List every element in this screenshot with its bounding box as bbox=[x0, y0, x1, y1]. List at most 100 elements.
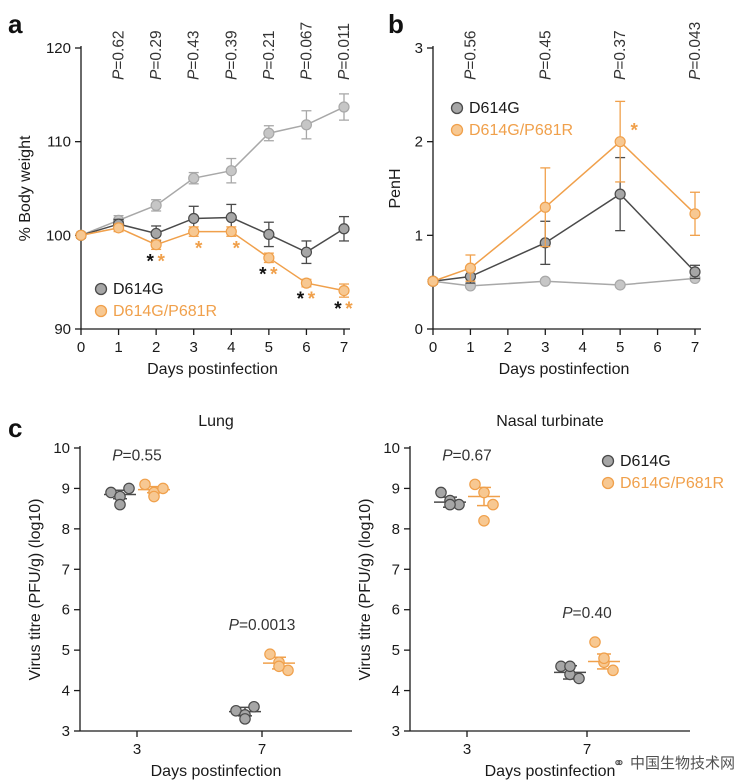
data-point bbox=[150, 239, 162, 251]
significance-star: * bbox=[345, 299, 353, 320]
panel-letter: c bbox=[8, 413, 22, 443]
x-tick-label: 3 bbox=[190, 339, 198, 356]
significance-star: * bbox=[334, 299, 342, 320]
x-tick-label: 4 bbox=[579, 339, 587, 356]
y-tick-label: 1 bbox=[415, 227, 423, 244]
series-d614g bbox=[434, 486, 586, 685]
panel-c-lung-chart: 3 4 5 6 7 8 9 10 3 7 Days postinfection Virus titre… bbox=[27, 413, 352, 780]
data-point bbox=[435, 486, 447, 499]
y-tick-label: 100 bbox=[46, 227, 71, 244]
y-tick-label: 2 bbox=[415, 134, 423, 151]
legend-marker bbox=[94, 282, 108, 296]
y-tick-label: 9 bbox=[392, 480, 400, 497]
x-tick-label: 7 bbox=[691, 339, 699, 356]
data-point bbox=[564, 660, 576, 673]
data-point bbox=[614, 279, 626, 291]
legend-label: D614G bbox=[620, 453, 671, 470]
data-point bbox=[248, 700, 260, 713]
data-point bbox=[263, 252, 275, 264]
y-tick-label: 3 bbox=[415, 40, 423, 57]
series-d614g-p681r bbox=[468, 478, 620, 677]
y-tick-label: 0 bbox=[415, 321, 423, 338]
x-tick-label: 7 bbox=[258, 741, 266, 758]
series-line bbox=[80, 227, 345, 292]
x-axis-title: Days postinfection bbox=[151, 763, 282, 780]
series-d614g-p681r bbox=[138, 478, 295, 677]
series-d614g-p681r bbox=[427, 100, 701, 287]
significance-star: * bbox=[270, 264, 278, 285]
data-point bbox=[150, 227, 162, 240]
significance-star: * bbox=[630, 121, 638, 142]
data-point bbox=[614, 136, 626, 148]
p-value-label: P=0.62 bbox=[111, 30, 128, 80]
data-point bbox=[539, 201, 551, 213]
x-tick-label: 6 bbox=[302, 339, 310, 356]
data-point bbox=[112, 222, 125, 234]
wechat-icon: ⚭ bbox=[612, 754, 626, 772]
x-axis-title: Days postinfection bbox=[485, 763, 616, 780]
data-point bbox=[263, 127, 275, 139]
p-value-label: P=0.0013 bbox=[229, 617, 296, 634]
data-point bbox=[263, 228, 275, 240]
data-point bbox=[148, 490, 160, 503]
y-axis-title: Virus titre (PFU/g) (log10) bbox=[27, 499, 44, 681]
data-point bbox=[338, 223, 350, 235]
x-tick-label: 3 bbox=[463, 741, 471, 758]
data-point bbox=[300, 246, 313, 258]
series-mock bbox=[75, 93, 350, 241]
p-value-label: P=0.37 bbox=[612, 30, 629, 80]
p-value-label: P=0.21 bbox=[261, 30, 278, 80]
series-line bbox=[80, 216, 345, 254]
y-axis-title: Virus titre (PFU/g) (log10) bbox=[357, 499, 374, 681]
legend-marker bbox=[94, 304, 108, 318]
y-tick-label: 5 bbox=[62, 642, 70, 659]
data-point bbox=[300, 277, 313, 289]
y-tick-label: 6 bbox=[392, 602, 400, 619]
data-point bbox=[188, 225, 200, 238]
data-point bbox=[338, 101, 350, 113]
p-value-label: P=0.043 bbox=[687, 22, 704, 80]
panel-b-penh-chart: 0 1 2 3 0 1 2 3 4 5 6 7 Days postinfection PenH P=0.56… bbox=[387, 22, 704, 378]
y-tick-label: 7 bbox=[62, 561, 70, 578]
data-point bbox=[444, 498, 456, 511]
x-tick-label: 7 bbox=[340, 339, 348, 356]
legend-label: D614G/P681R bbox=[113, 303, 217, 320]
data-point bbox=[539, 275, 551, 287]
data-point bbox=[225, 225, 237, 238]
panel-c-nasal-turbinate-chart: 3 4 5 6 7 8 9 10 3 7 Days postinfection Virus titre… bbox=[357, 413, 724, 780]
data-point bbox=[139, 478, 151, 491]
y-tick-label: 5 bbox=[392, 642, 400, 659]
x-tick-label: 6 bbox=[653, 339, 661, 356]
y-tick-label: 4 bbox=[392, 683, 400, 700]
data-point bbox=[225, 165, 237, 177]
legend-marker bbox=[601, 454, 615, 468]
y-axis-title: PenH bbox=[387, 168, 404, 208]
y-tick-label: 3 bbox=[392, 723, 400, 740]
data-point bbox=[188, 172, 200, 184]
data-point bbox=[75, 229, 87, 241]
x-tick-label: 0 bbox=[429, 339, 437, 356]
x-tick-label: 2 bbox=[152, 339, 160, 356]
axes bbox=[74, 446, 352, 737]
y-tick-label: 10 bbox=[383, 440, 400, 457]
series-d614g-p681r bbox=[75, 222, 350, 298]
data-point bbox=[157, 482, 169, 495]
x-tick-label: 5 bbox=[616, 339, 624, 356]
watermark: ⚭ 中国生物技术网 bbox=[613, 752, 735, 773]
x-tick-label: 1 bbox=[114, 339, 122, 356]
y-tick-label: 120 bbox=[46, 40, 71, 57]
panel-letter: b bbox=[388, 9, 404, 39]
data-point bbox=[478, 514, 490, 527]
data-point bbox=[150, 199, 162, 211]
data-point bbox=[188, 212, 200, 225]
y-tick-label: 9 bbox=[62, 480, 70, 497]
p-value-label: P=0.067 bbox=[298, 22, 315, 80]
data-point bbox=[598, 652, 610, 665]
p-value-label: P=0.45 bbox=[537, 30, 554, 80]
data-point bbox=[114, 498, 126, 511]
p-value-label: P=0.39 bbox=[223, 30, 240, 80]
y-tick-label: 110 bbox=[47, 134, 71, 151]
significance-star: * bbox=[308, 289, 316, 310]
data-point bbox=[573, 672, 585, 685]
